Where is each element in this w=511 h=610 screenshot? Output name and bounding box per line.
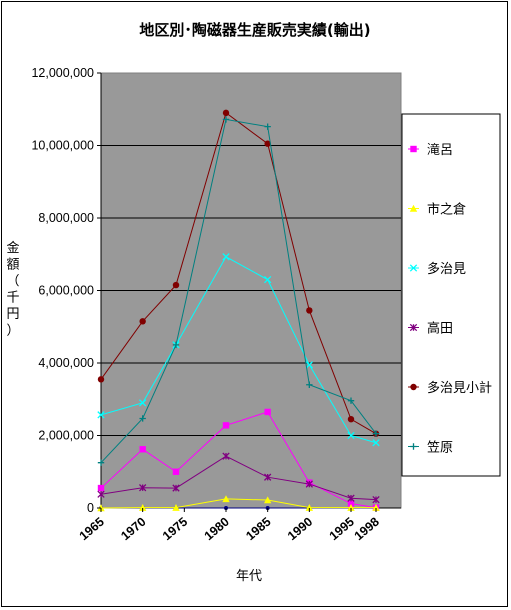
series-point-4 [222,452,230,460]
series-point-6 [347,397,355,404]
y-axis: 0 2,000,000 4,000,000 6,000,000 8,000,000 10,… [31,66,101,515]
series-point-1 [172,468,180,475]
x-axis-label: 年代 [236,569,262,584]
series-point-4 [139,484,147,492]
legend-swatch-marker [409,323,418,332]
series-line-2 [100,498,376,509]
series-line-6 [100,118,377,464]
series-point-2 [138,503,147,511]
series-line-1 [100,411,377,509]
series-point-4 [97,490,105,498]
y-axis-label-char: （ [6,274,19,289]
series-point-6 [172,341,180,349]
y-axis-label-char: ） [6,324,19,339]
series-point-5 [264,140,271,147]
series-point-6 [306,381,313,388]
series-line-3 [100,256,377,444]
y-tick-label: 12,000,000 [31,66,94,80]
series-point-6 [97,459,105,466]
series-point-6 [372,430,380,437]
series-point-4 [372,496,380,504]
series-point-3 [97,411,105,419]
legend-swatch-marker [409,204,418,212]
legend-box [401,113,501,477]
series-point-2 [305,503,314,511]
series-point-2 [172,503,180,511]
y-tick-label: 10,000,000 [31,139,94,153]
series-point-1 [347,500,355,507]
series-point-3 [347,431,355,440]
y-tick-label: 4,000,000 [38,356,94,370]
series-line-4 [100,455,377,501]
y-axis-label-char: 千 [6,291,19,306]
series-point-4 [264,473,272,481]
series-point-5 [222,109,230,117]
series-point-2 [222,495,230,503]
series-point-3 [139,399,147,407]
series-point-2 [372,503,380,511]
series-point-4 [347,494,355,502]
y-axis-label-char: 円 [6,307,19,322]
series-point-6 [264,123,271,130]
series-point-3 [305,361,313,369]
series-point-5 [139,318,146,325]
legend-label: 高田 [427,321,453,337]
y-tick-label: 8,000,000 [38,211,94,225]
x-tick-label: 1975 [160,515,190,544]
legend-swatch-marker [410,443,417,450]
legend-swatch-marker [410,383,417,391]
legend-swatch-marker [410,145,417,153]
y-tick-label: 6,000,000 [38,284,94,298]
x-tick-label: 1980 [202,515,232,544]
series-point-2 [347,503,355,511]
x-tick-label: 1965 [77,515,107,544]
y-tick-label: 0 [87,501,94,515]
series-point-4 [305,480,313,488]
series-point-1 [97,484,105,492]
chart-title: 地区別･陶磁器生産販売実績(輸出) [139,21,370,39]
x-tick-label: 1995 [327,515,357,544]
legend-label: 多治見小計 [427,380,492,396]
legend-label: 滝呂 [427,143,453,158]
series-point-5 [172,281,180,289]
series-point-1 [222,422,230,429]
y-tick-label: 2,000,000 [38,429,94,443]
legend-label: 笠原 [427,441,453,456]
series-point-5 [97,376,105,383]
series-point-1 [139,446,146,453]
series-point-6 [222,116,230,123]
y-axis-label-char: 額 [6,258,19,273]
series-point-1 [264,408,271,416]
series-point-6 [139,415,146,422]
series-point-5 [306,307,313,314]
series-point-4 [172,484,180,492]
series-point-3 [222,253,230,261]
legend-label: 市之倉 [427,202,466,218]
legend-label: 多治見 [427,261,466,277]
series-point-5 [347,415,355,423]
x-tick-label: 1970 [118,515,148,544]
series-line-5 [100,112,377,435]
series-point-2 [263,496,272,504]
y-axis-label: 金額（ 千円 ） [6,240,19,339]
plot-area [97,72,402,512]
x-tick-label: 1985 [243,515,273,544]
x-tick-label: 1998 [352,515,382,544]
series-point-3 [264,275,272,284]
y-axis-label-char: 金 [6,240,19,256]
x-tick-label: 1990 [285,515,315,544]
legend-swatch-marker [409,264,418,272]
series-point-3 [372,439,380,447]
